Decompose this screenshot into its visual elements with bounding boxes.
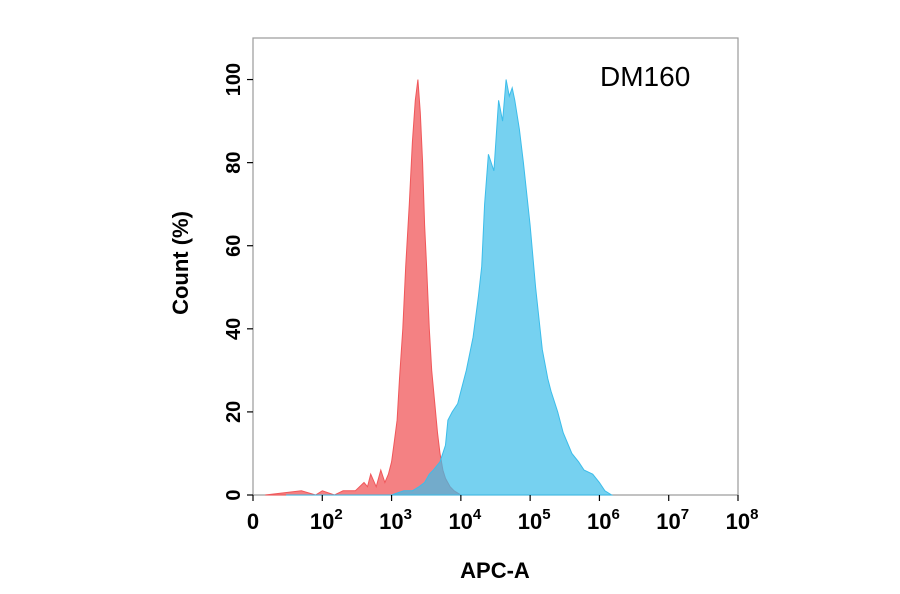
x-axis-label: APC-A <box>460 558 530 583</box>
series-layer <box>265 79 614 496</box>
y-tick-label: 100 <box>223 63 245 96</box>
x-axis-ticks: 0 102 103 104 105 106 107 108 <box>247 495 759 534</box>
y-tick-label: 0 <box>223 489 245 500</box>
y-tick-label: 40 <box>223 318 245 340</box>
y-tick-label: 60 <box>223 235 245 257</box>
x-tick-label: 103 <box>379 506 412 534</box>
x-tick-label: 106 <box>587 506 620 534</box>
x-tick-label: 107 <box>656 506 689 534</box>
x-tick-label: 102 <box>310 506 343 534</box>
y-axis-label: Count (%) <box>168 211 193 315</box>
x-tick-label: 105 <box>518 506 551 534</box>
x-tick-label: 104 <box>448 506 481 534</box>
x-tick-label: 108 <box>726 506 759 534</box>
x-tick-label: 0 <box>247 509 259 534</box>
y-axis-ticks: 0 20 40 60 80 100 <box>223 63 253 501</box>
histogram-series-1 <box>265 79 463 496</box>
sample-annotation: DM160 <box>600 61 690 92</box>
histogram-series-2 <box>286 79 614 496</box>
y-tick-label: 80 <box>223 152 245 174</box>
y-tick-label: 20 <box>223 401 245 423</box>
